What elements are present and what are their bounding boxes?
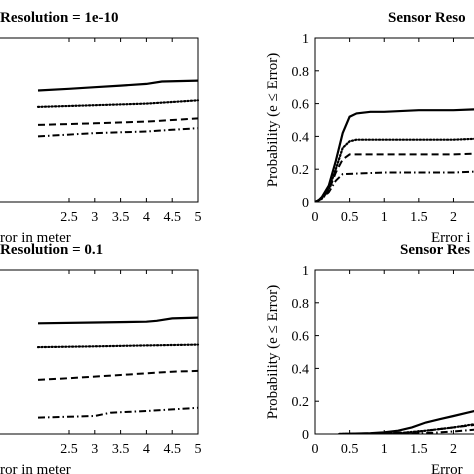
x-tick-label: 5 [195, 210, 202, 225]
x-tick-label: 1.5 [410, 442, 428, 457]
x-tick-label: 3.5 [112, 210, 130, 225]
x-tick-label: 3.5 [112, 442, 130, 457]
series-line-dashdot [37, 406, 199, 419]
series-line-dotted [36, 343, 200, 349]
y-axis-label: Probability (e ≤ Error) [265, 285, 281, 419]
x-tick-label: 2.5 [60, 442, 78, 457]
chart-title: Sensor Reso [388, 10, 466, 26]
x-tick-label: 4 [143, 442, 150, 457]
chart-title: Resolution = 1e-10 [0, 10, 119, 26]
chart-panel-1: Resolution = 1e-10 2.5 3 3.5 4 4.5 5 ror in met… [0, 10, 202, 246]
x-axis-label: Error i [431, 230, 471, 246]
chart-title: Resolution = 0.1 [0, 242, 103, 258]
chart-panel-2: Sensor Reso 0 0.5 1 1.5 2 0 0.2 0.4 0.6 0.8 1 Error … [265, 10, 474, 246]
y-tick-label: 0.4 [292, 362, 310, 377]
x-tick-label: 3 [91, 210, 98, 225]
y-tick-label: 0.4 [292, 130, 310, 145]
series-line-solid [315, 108, 474, 202]
series-line-dashed [37, 369, 199, 381]
series-line-solid [37, 79, 199, 92]
x-tick-label: 0.5 [341, 442, 359, 457]
series-line-dotted [36, 99, 200, 108]
x-tick-label: 1.5 [410, 210, 428, 225]
x-axis-label: Error [431, 462, 463, 474]
y-tick-label: 0 [302, 428, 309, 443]
x-axis-label: ror in meter [0, 230, 71, 246]
y-tick-label: 1 [302, 264, 309, 279]
y-tick-label: 0.6 [292, 330, 310, 345]
x-tick-label: 0 [312, 442, 319, 457]
y-tick-label: 0.8 [292, 65, 310, 80]
chart-panel-4: Sensor Res 0 0.5 1 1.5 2 0 0.2 0.4 0.6 0.8 1 Error Pr… [265, 242, 474, 474]
series-line-solid [37, 316, 199, 325]
y-tick-label: 0 [302, 196, 309, 211]
chart-panel-3: Resolution = 0.1 2.5 3 3.5 4 4.5 5 ror in meter [0, 242, 202, 474]
x-tick-label: 2 [450, 442, 457, 457]
x-tick-label: 2 [450, 210, 457, 225]
x-axis-label: ror in meter [0, 462, 71, 474]
plot-frame [0, 37, 199, 203]
x-tick-label: 3 [91, 442, 98, 457]
chart-title: Sensor Res [400, 242, 470, 258]
x-tick-label: 1 [381, 442, 388, 457]
series-line-dashdot [37, 127, 199, 138]
x-tick-label: 4.5 [163, 442, 181, 457]
y-tick-label: 0.2 [292, 163, 310, 178]
x-tick-label: 4.5 [163, 210, 181, 225]
y-axis-label: Probability (e ≤ Error) [265, 53, 281, 187]
x-tick-label: 0.5 [341, 210, 359, 225]
plot-frame [314, 37, 474, 203]
x-tick-label: 2.5 [60, 210, 78, 225]
series-line-solid [339, 409, 474, 434]
y-tick-label: 0.2 [292, 395, 310, 410]
y-tick-label: 0.6 [292, 98, 310, 113]
y-tick-label: 0.8 [292, 297, 310, 312]
x-tick-label: 1 [381, 210, 388, 225]
plot-frame [314, 269, 474, 435]
y-tick-label: 1 [302, 32, 309, 47]
series-line-dashed [37, 117, 199, 126]
x-tick-label: 4 [143, 210, 150, 225]
series-line-dashdot [315, 170, 474, 202]
x-tick-label: 0 [312, 210, 319, 225]
x-tick-label: 5 [195, 442, 202, 457]
